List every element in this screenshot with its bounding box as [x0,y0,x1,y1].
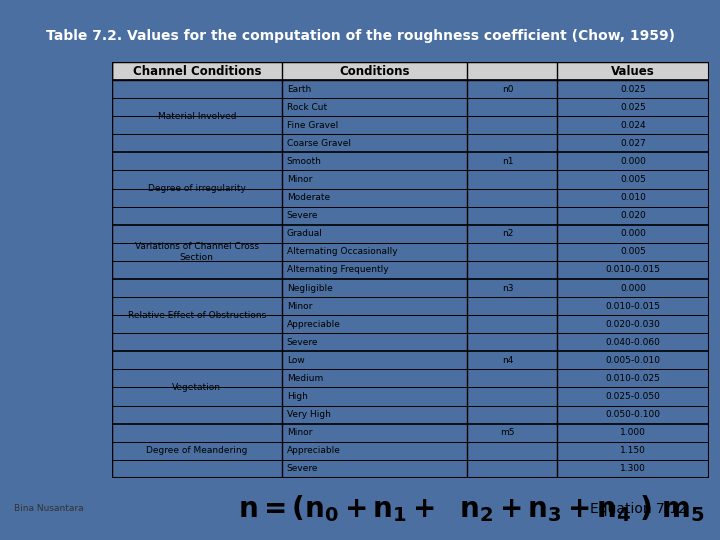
Text: Relative Effect of Obstructions: Relative Effect of Obstructions [127,310,266,320]
Text: 0.010-0.015: 0.010-0.015 [606,266,660,274]
Text: Negligible: Negligible [287,284,333,293]
Text: Earth: Earth [287,85,311,93]
Text: Severe: Severe [287,464,318,474]
Text: 0.027: 0.027 [620,139,646,148]
Text: Severe: Severe [287,338,318,347]
Text: Minor: Minor [287,301,312,310]
Text: 0.020: 0.020 [620,211,646,220]
Text: Values: Values [611,65,655,78]
Text: 0.050-0.100: 0.050-0.100 [606,410,660,419]
Text: Rock Cut: Rock Cut [287,103,327,112]
Text: 0.020-0.030: 0.020-0.030 [606,320,660,329]
Text: 0.005-0.010: 0.005-0.010 [606,356,660,365]
Text: Appreciable: Appreciable [287,446,341,455]
Bar [112,62,709,80]
Text: 0.024: 0.024 [620,121,646,130]
Text: Smooth: Smooth [287,157,322,166]
Text: Material Involved: Material Involved [158,112,236,121]
Text: Severe: Severe [287,211,318,220]
Text: Appreciable: Appreciable [287,320,341,329]
Text: 0.025: 0.025 [620,103,646,112]
Text: Variations of Channel Cross
Section: Variations of Channel Cross Section [135,242,258,261]
Text: 1.000: 1.000 [620,428,646,437]
Text: 0.000: 0.000 [620,284,646,293]
Text: n0: n0 [502,85,513,93]
Text: 0.000: 0.000 [620,157,646,166]
Text: 0.000: 0.000 [620,230,646,238]
Text: Vegetation: Vegetation [172,383,221,392]
Text: Degree of irregularity: Degree of irregularity [148,184,246,193]
Text: n3: n3 [502,284,513,293]
Text: n2: n2 [502,230,513,238]
Text: 1.150: 1.150 [620,446,646,455]
Text: Low: Low [287,356,305,365]
Text: $\mathbf{n = (n_0 + n_1 +\ \ n_2 + n_3 + n_4\ )\ m_5}$: $\mathbf{n = (n_0 + n_1 +\ \ n_2 + n_3 +… [238,494,704,524]
Text: Alternating Frequently: Alternating Frequently [287,266,388,274]
Text: Bina Nusantara: Bina Nusantara [14,504,84,514]
Text: 0.005: 0.005 [620,175,646,184]
Text: Coarse Gravel: Coarse Gravel [287,139,351,148]
Text: Channel Conditions: Channel Conditions [132,65,261,78]
Text: 0.010-0.025: 0.010-0.025 [606,374,660,383]
Text: 0.010: 0.010 [620,193,646,202]
Text: 0.005: 0.005 [620,247,646,256]
Text: Very High: Very High [287,410,330,419]
Text: Minor: Minor [287,175,312,184]
Text: Table 7.2. Values for the computation of the roughness coefficient (Chow, 1959): Table 7.2. Values for the computation of… [45,29,675,43]
Text: 0.010-0.015: 0.010-0.015 [606,301,660,310]
Text: 1.300: 1.300 [620,464,646,474]
Text: 0.025: 0.025 [620,85,646,93]
Text: n4: n4 [502,356,513,365]
Text: Degree of Meandering: Degree of Meandering [146,446,248,455]
Text: 0.040-0.060: 0.040-0.060 [606,338,660,347]
Text: Gradual: Gradual [287,230,323,238]
Text: Medium: Medium [287,374,323,383]
Text: Moderate: Moderate [287,193,330,202]
Text: 0.025-0.050: 0.025-0.050 [606,392,660,401]
Text: Fine Gravel: Fine Gravel [287,121,338,130]
Text: Equation 7.12: Equation 7.12 [590,502,687,516]
Text: High: High [287,392,307,401]
Text: Conditions: Conditions [339,65,410,78]
Text: Alternating Occasionally: Alternating Occasionally [287,247,397,256]
Text: Minor: Minor [287,428,312,437]
Text: m5: m5 [500,428,515,437]
Text: n1: n1 [502,157,513,166]
